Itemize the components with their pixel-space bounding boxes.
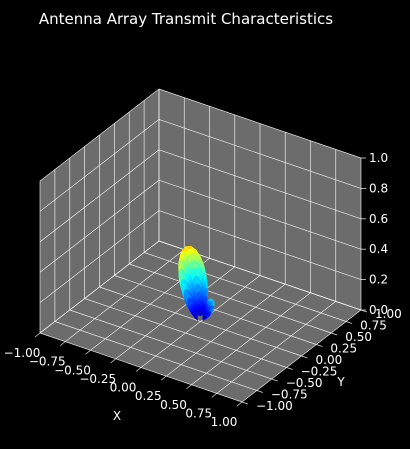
grid-line-z-wall (39, 240, 160, 334)
y-tick-label: 0.75 (360, 319, 387, 333)
y-tick-mark (256, 390, 264, 393)
x-tick-mark (34, 332, 41, 338)
x-tick-label: 0.75 (185, 406, 212, 420)
grid-line-z-wall (39, 119, 160, 212)
grid-line-z-wall (39, 149, 160, 243)
y-tick-mark (345, 321, 353, 324)
x-tick-label: −0.75 (29, 355, 66, 369)
grid-line-y-floor (84, 298, 287, 368)
grid-line-z-wall (39, 210, 160, 303)
radiation-pattern-surface (178, 245, 215, 322)
x-tick-mark (236, 401, 243, 407)
grid-line-z-wall (39, 179, 160, 273)
x-tick-mark (110, 358, 116, 364)
y-axis-title: Y (336, 375, 345, 389)
y-tick-mark (331, 332, 338, 336)
grid-line-z-back (158, 210, 362, 280)
chart-title: Antenna Array Transmit Characteristics (39, 10, 333, 28)
grid-line-y-floor (144, 252, 347, 322)
x-tick-label: −0.50 (54, 363, 91, 377)
y-tick-label: 0.25 (330, 342, 357, 356)
y-tick-mark (316, 344, 323, 347)
x-tick-mark (211, 393, 217, 398)
y-tick-mark (301, 355, 308, 359)
x-tick-mark (186, 384, 192, 390)
z-tick-label: 0.2 (369, 273, 388, 287)
x-tick-mark (60, 341, 66, 346)
grid-line-z-back (158, 88, 362, 159)
z-tick-label: 0.0 (369, 303, 388, 317)
grid-line-y-floor (129, 263, 332, 334)
x-tick-label: −0.25 (79, 372, 116, 386)
grid-line-y-floor (114, 275, 317, 345)
y-tick-label: −0.50 (286, 376, 323, 390)
grid-line-y-floor (69, 309, 272, 380)
tick-labels: −1.00−0.75−0.50−0.250.000.250.500.751.00… (4, 151, 402, 429)
x-tick-label: 1.00 (211, 415, 238, 429)
y-tick-label: −1.00 (256, 399, 293, 413)
z-tick-label: 1.0 (369, 151, 388, 165)
x-tick-mark (135, 367, 142, 372)
x-tick-label: 0.00 (110, 381, 137, 395)
z-tick-label: 0.4 (369, 242, 388, 256)
x-tick-mark (85, 349, 91, 355)
surface-facet (195, 283, 199, 293)
z-tick-label: 0.6 (369, 212, 388, 226)
y-tick-mark (241, 401, 249, 405)
x-tick-label: 0.25 (135, 389, 162, 403)
x-tick-label: 0.50 (160, 398, 187, 412)
grid-line-z-wall (39, 88, 160, 182)
x-tick-mark (161, 375, 167, 381)
y-tick-label: 0.00 (316, 353, 343, 367)
y-tick-label: 0.50 (345, 330, 372, 344)
y-tick-mark (286, 367, 293, 370)
tick-marks (34, 157, 368, 407)
grid-line-z-back (158, 119, 362, 189)
x-tick-label: −1.00 (4, 346, 41, 360)
z-tick-label: 0.8 (369, 181, 388, 195)
grid-line-z-back (158, 149, 362, 220)
y-tick-mark (271, 378, 278, 382)
y-tick-label: 1.00 (375, 307, 402, 321)
grid-line-z-back (158, 179, 362, 250)
x-axis-title: X (113, 409, 121, 423)
grid-line-y-floor (99, 286, 302, 357)
y-tick-label: −0.75 (271, 388, 308, 402)
axes-panes (40, 89, 361, 402)
surface-facet (201, 316, 205, 320)
y-tick-label: −0.25 (301, 365, 338, 379)
grid-line-y-floor (54, 321, 257, 391)
